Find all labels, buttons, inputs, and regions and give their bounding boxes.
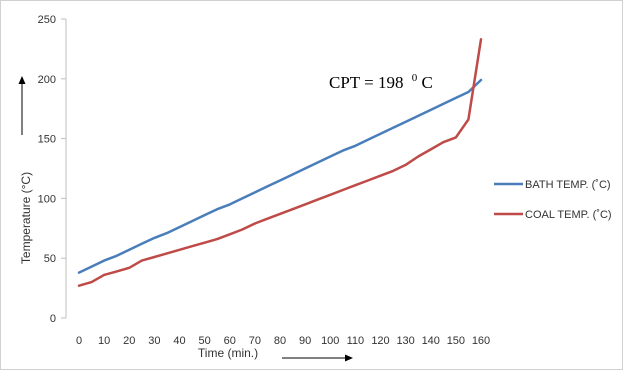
series-line-bath-temp xyxy=(77,78,483,274)
legend-label: BATH TEMP. (˚C) xyxy=(525,179,611,191)
x-tick-label: 160 xyxy=(472,335,490,347)
x-tick-label: 30 xyxy=(148,335,160,347)
cpt-annotation-text: CPT = 198 xyxy=(329,73,403,92)
y-tick-label: 0 xyxy=(50,313,56,325)
x-tick-label: 60 xyxy=(224,335,236,347)
series-layer xyxy=(77,38,483,287)
cpt-annotation-unit: C xyxy=(421,73,432,92)
x-tick-label: 0 xyxy=(76,335,82,347)
legend-label: COAL TEMP. (˚C) xyxy=(525,209,612,221)
x-tick-label: 120 xyxy=(371,335,389,347)
x-tick-label: 110 xyxy=(347,335,365,347)
y-tick-label: 150 xyxy=(38,134,56,146)
x-tick-label: 10 xyxy=(98,335,110,347)
x-tick-label: 130 xyxy=(396,335,414,347)
x-tick-label: 140 xyxy=(422,335,440,347)
y-tick-label: 250 xyxy=(38,14,56,26)
x-tick-label: 90 xyxy=(299,335,311,347)
x-tick-label: 100 xyxy=(321,335,339,347)
series-line-coal-temp xyxy=(77,38,483,287)
x-tick-label: 80 xyxy=(274,335,286,347)
y-axis: 0 50 100 150 200 250 xyxy=(38,14,67,325)
x-axis-arrow-icon xyxy=(282,354,353,362)
x-tick-label: 40 xyxy=(173,335,185,347)
x-axis-title: Time (min.) xyxy=(198,346,258,360)
x-tick-label: 70 xyxy=(249,335,261,347)
x-tick-label: 50 xyxy=(199,335,211,347)
y-tick-label: 100 xyxy=(38,193,56,205)
cpt-annotation: CPT = 198 0 C xyxy=(329,66,433,92)
y-axis-arrow-icon xyxy=(18,76,26,135)
y-axis-title: Temperature (°C) xyxy=(19,172,33,264)
legend: BATH TEMP. (˚C) COAL TEMP. (˚C) xyxy=(494,179,612,221)
cpt-annotation-superscript: 0 xyxy=(412,72,418,84)
x-axis: 0 10 20 30 40 50 60 70 80 90 100 110 120 130 140 150 160 xyxy=(76,335,490,347)
y-tick-label: 200 xyxy=(38,74,56,86)
x-tick-label: 150 xyxy=(447,335,465,347)
y-tick-label: 50 xyxy=(44,253,56,265)
x-tick-label: 20 xyxy=(123,335,135,347)
